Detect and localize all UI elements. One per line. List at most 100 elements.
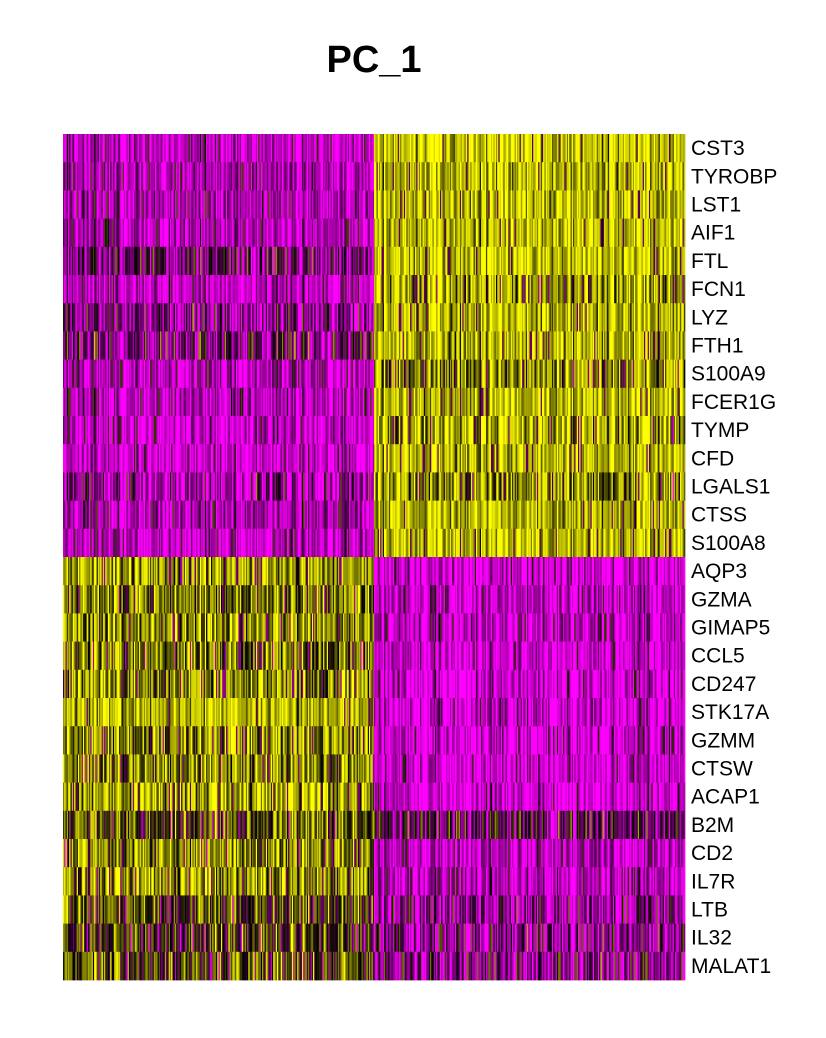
heatmap-cell [264,585,267,614]
heatmap-cell [196,951,198,981]
heatmap-cell [212,754,214,783]
heatmap-cell [69,190,71,219]
heatmap-cell [66,500,69,530]
heatmap-cell [204,810,207,840]
heatmap-cell [118,134,121,163]
heatmap-cell [109,190,111,219]
heatmap-cell [196,669,198,699]
heatmap-cell [265,528,268,558]
heatmap-cell [158,923,161,953]
heatmap-cell [220,613,223,642]
heatmap-cell [95,867,97,896]
heatmap-cell [211,613,213,642]
heatmap-cell [184,557,187,586]
heatmap-cell [76,923,79,953]
heatmap-cell [177,641,180,671]
heatmap-cell [64,839,66,868]
heatmap-cell [122,472,125,501]
heatmap-cell [79,726,81,755]
heatmap-cell [199,162,202,191]
heatmap-cell [75,951,78,981]
heatmap-cell [65,246,68,276]
heatmap-cell [229,726,232,755]
heatmap-cell [167,500,170,530]
heatmap-cell [146,613,148,642]
heatmap-cell [131,416,134,445]
heatmap-cell [157,246,160,276]
heatmap-cell [109,528,111,558]
heatmap-cell [84,387,86,417]
heatmap-cell [87,444,90,473]
heatmap-cell [250,754,253,783]
heatmap-cell [86,331,89,360]
heatmap-cell [181,162,183,191]
heatmap-cell [176,162,178,191]
heatmap-cell [218,754,221,783]
heatmap-cell [208,444,211,473]
heatmap-cell [211,134,213,163]
heatmap-cell [253,641,255,671]
heatmap-cell [191,557,193,586]
heatmap-cell [207,528,209,558]
heatmap-cell [111,698,114,727]
heatmap-cell [111,190,114,219]
heatmap-cell [137,895,140,924]
heatmap-cell [115,726,117,755]
heatmap-cell [66,839,69,868]
heatmap-cell [178,444,181,473]
heatmap-cell [163,754,166,783]
heatmap-cell [217,839,219,868]
heatmap-cell [235,444,238,473]
heatmap-cell [105,303,107,332]
heatmap-cell [212,895,214,924]
heatmap-cell [249,923,252,953]
heatmap-cell [232,557,234,586]
heatmap-cell [243,134,245,163]
heatmap-cell [189,359,192,389]
heatmap-cell [257,162,259,191]
heatmap-cell [84,162,86,191]
heatmap-cell [160,246,162,276]
heatmap-cell [209,782,212,812]
heatmap-cell [163,641,166,671]
heatmap-cell [230,613,233,642]
heatmap-cell [240,669,243,699]
heatmap-cell [257,218,259,248]
heatmap-cell [64,218,66,248]
heatmap-cell [233,641,236,671]
heatmap-cell [199,754,202,783]
heatmap-cell [85,726,87,755]
heatmap-cell [91,585,94,614]
heatmap-cell [166,951,168,981]
heatmap-cell [250,162,253,191]
heatmap-cell [91,359,94,389]
heatmap-cell [72,782,75,812]
heatmap-cell [105,246,107,276]
heatmap-cell [193,839,196,868]
heatmap-cell [257,669,259,699]
heatmap-cell [130,331,132,360]
heatmap-cell [193,472,196,501]
heatmap-cell [220,669,223,699]
heatmap-cell [111,895,114,924]
heatmap-cell [135,134,137,163]
heatmap-cell [121,895,124,924]
heatmap-cell [75,387,78,417]
heatmap-cell [102,190,105,219]
heatmap-cell [198,698,201,727]
heatmap-cell [255,472,258,501]
heatmap-cell [85,359,87,389]
heatmap-cell [174,387,177,417]
heatmap-cell [95,754,97,783]
heatmap-cell [123,472,126,501]
heatmap-cell [81,246,84,276]
heatmap-cell [182,444,185,473]
heatmap-cell [156,810,158,840]
heatmap-cell [187,190,189,219]
heatmap-cell [135,754,137,783]
heatmap-cell [104,190,106,219]
heatmap-cell [161,923,163,953]
heatmap-cell [111,754,114,783]
heatmap-cell [152,134,155,163]
heatmap-cell [230,500,233,530]
